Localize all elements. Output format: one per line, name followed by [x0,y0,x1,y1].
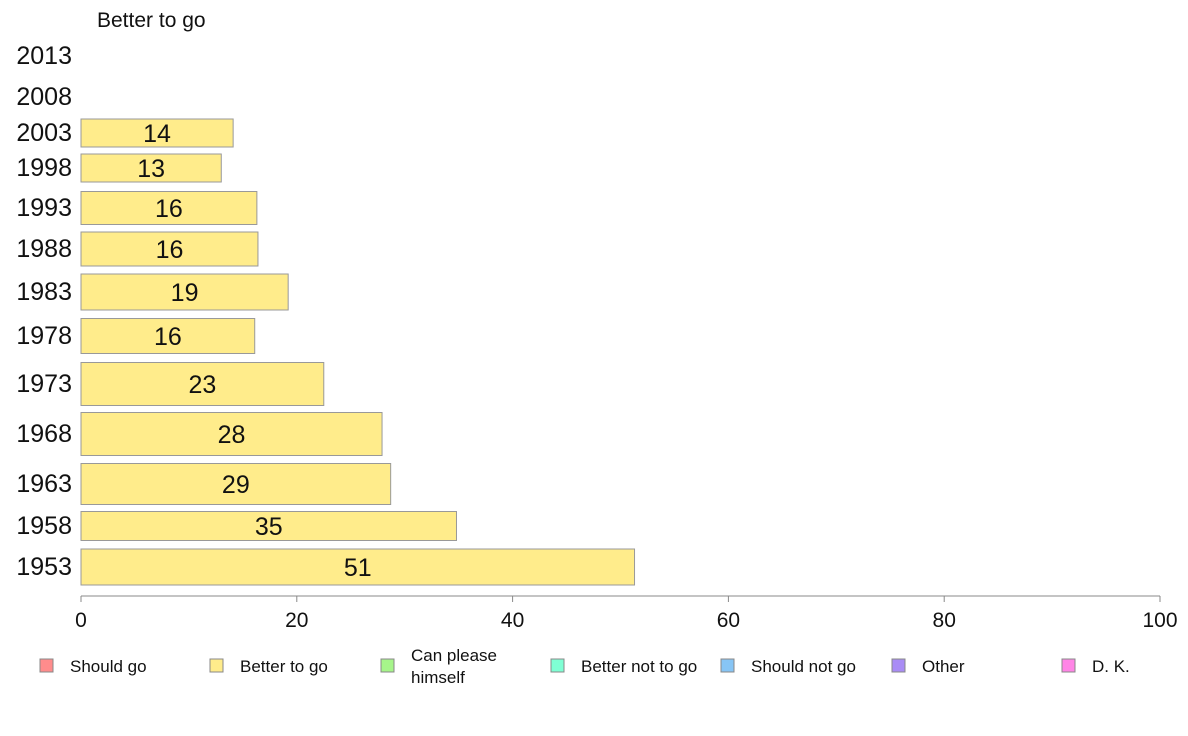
year-label-1963: 1963 [16,470,72,498]
bar-value-1968: 28 [218,421,246,449]
legend-swatch-better-to-go [209,658,224,673]
legend-label-should-not-go: Should not go [751,657,856,676]
year-label-1998: 1998 [16,154,72,182]
x-tick-label-100: 100 [1142,609,1177,632]
bar-value-1973: 23 [188,371,216,399]
bar-value-1993: 16 [155,195,183,223]
bar-1983 [80,273,289,311]
panel-title: Better to go [97,9,206,32]
bar-1968 [80,412,383,456]
legend-swatch-should-go [39,658,54,673]
bar-value-1978: 16 [154,323,182,351]
legend-label-can-please-himself: Can please [411,646,497,665]
year-label-1978: 1978 [16,322,72,350]
bar-2003 [80,118,234,148]
bar-1988 [80,231,259,267]
bar-value-1988: 16 [156,236,184,264]
year-label-1993: 1993 [16,194,72,222]
legend-label-d-k: D. K. [1092,657,1130,676]
legend-swatch-d-k [1061,658,1076,673]
bar-1958 [80,511,457,541]
bar-1978 [80,318,256,354]
bar-1953 [80,548,636,586]
bars [80,118,636,586]
legend-label-better-not-to-go: Better not to go [581,657,697,676]
legend-label-other: Other [922,657,965,676]
x-tick-label-60: 60 [717,609,740,632]
year-label-1973: 1973 [16,370,72,398]
year-label-1988: 1988 [16,235,72,263]
bar-1993 [80,191,258,225]
x-tick-label-80: 80 [933,609,956,632]
bar-value-1953: 51 [344,554,372,582]
bar-1963 [80,463,392,505]
year-labels: 2013 2008 2003 1998 1993 1988 1983 1978 1973 1968… [16,42,72,581]
bar-value-1998: 13 [137,155,165,183]
bar-value-1958: 35 [255,513,283,541]
legend-label-should-go: Should go [70,657,147,676]
bar-value-1983: 19 [171,279,199,307]
legend-label-better-to-go: Better to go [240,657,328,676]
year-label-1958: 1958 [16,512,72,540]
year-label-2013: 2013 [16,42,72,70]
bar-1973 [80,362,325,406]
legend-label-can-please-himself: himself [411,668,465,687]
year-label-2008: 2008 [16,83,72,111]
x-axis: 0 20 40 60 80 100 [75,595,1178,632]
x-tick-label-40: 40 [501,609,524,632]
year-label-1983: 1983 [16,278,72,306]
year-label-1953: 1953 [16,553,72,581]
bar-1998 [80,153,222,183]
x-tick-label-0: 0 [75,609,87,632]
legend-swatch-other [891,658,906,673]
year-label-2003: 2003 [16,119,72,147]
legend-swatch-better-not-to-go [550,658,565,673]
bar-value-2003: 14 [143,120,171,148]
year-label-1968: 1968 [16,420,72,448]
legend-swatch-can-please-himself [380,658,395,673]
legend: Should go Better to go Can please himself Be… [39,646,1130,687]
legend-swatch-should-not-go [720,658,735,673]
bar-value-1963: 29 [222,471,250,499]
x-tick-label-20: 20 [285,609,308,632]
